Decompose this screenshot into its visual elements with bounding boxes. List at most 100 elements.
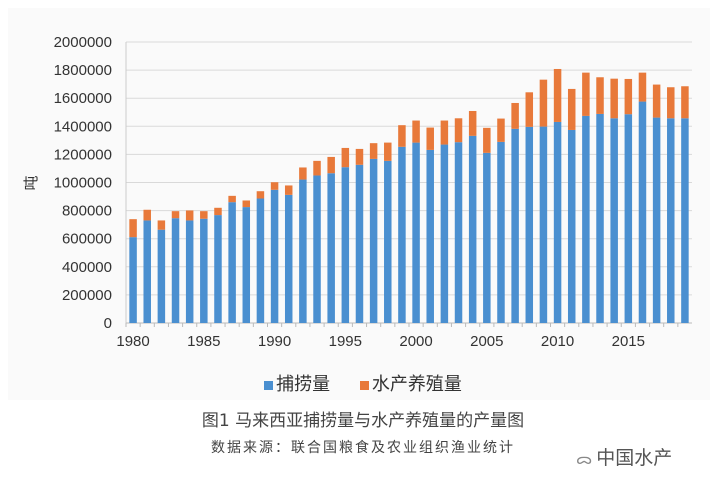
bar-aquaculture xyxy=(299,167,307,180)
bar-capture xyxy=(242,207,251,323)
bar-aquaculture xyxy=(624,78,633,115)
bar-aquaculture xyxy=(369,143,378,159)
bar-aquaculture xyxy=(468,110,477,136)
bar-capture xyxy=(398,146,406,323)
bar-capture xyxy=(200,218,208,323)
bar-capture xyxy=(468,135,477,323)
legend-label-aquaculture: 水产养殖量 xyxy=(371,374,462,395)
bar-capture xyxy=(384,160,392,323)
bar-aquaculture xyxy=(553,68,562,122)
bar-aquaculture xyxy=(652,84,661,118)
x-tick-label: 2000 xyxy=(399,333,432,350)
bar-aquaculture xyxy=(214,207,222,216)
bar-aquaculture xyxy=(256,191,265,199)
bar-capture xyxy=(596,113,604,323)
x-tick-label: 1985 xyxy=(187,333,220,350)
bar-aquaculture xyxy=(440,120,449,145)
x-tick-label: 1980 xyxy=(116,333,149,350)
x-tick-label: 2015 xyxy=(612,333,645,350)
y-tick-label: 1000000 xyxy=(54,175,112,192)
bar-capture xyxy=(638,101,647,324)
bar-capture xyxy=(667,118,675,323)
bar-capture xyxy=(157,229,166,323)
y-tick-label: 1600000 xyxy=(54,90,112,107)
wechat-icon: ᯅ xyxy=(576,450,593,468)
y-tick-label: 800000 xyxy=(62,203,112,220)
bar-capture xyxy=(652,117,661,324)
y-tick-label: 2000000 xyxy=(54,34,112,51)
bar-aquaculture xyxy=(511,102,519,129)
y-tick-label: 200000 xyxy=(62,287,112,304)
x-tick-label: 1995 xyxy=(329,333,362,350)
bar-capture xyxy=(341,167,350,323)
bar-capture xyxy=(228,202,236,323)
bar-capture xyxy=(610,118,618,323)
bar-capture xyxy=(185,220,194,323)
data-source: 数据来源：联合国粮食及农业组织渔业统计 xyxy=(211,440,515,456)
x-tick-label: 1990 xyxy=(258,333,291,350)
bar-aquaculture xyxy=(313,160,321,176)
figure-caption: 图1 马来西亚捕捞量与水产养殖量的产量图 xyxy=(201,411,525,431)
y-tick-label: 400000 xyxy=(62,259,112,276)
bar-aquaculture xyxy=(157,220,166,230)
watermark: ᯅ 中国水产 xyxy=(576,443,672,470)
bar-capture xyxy=(214,215,222,323)
bar-capture xyxy=(299,179,307,323)
bar-capture xyxy=(270,189,279,323)
bar-aquaculture xyxy=(567,88,576,130)
legend-label-capture: 捕捞量 xyxy=(276,374,331,395)
bar-capture xyxy=(355,164,364,323)
bar-aquaculture xyxy=(185,210,194,221)
bar-capture xyxy=(553,121,562,323)
y-tick-label: 1200000 xyxy=(54,146,112,163)
legend-swatch-aquaculture xyxy=(359,380,369,390)
y-tick-label: 1800000 xyxy=(54,62,112,79)
x-tick-label: 2010 xyxy=(541,333,574,350)
bar-capture xyxy=(412,142,420,323)
bar-capture xyxy=(525,126,534,323)
bar-aquaculture xyxy=(454,118,463,143)
bar-capture xyxy=(483,152,491,323)
bar-aquaculture xyxy=(483,127,491,153)
bar-capture xyxy=(539,126,548,324)
bar-capture xyxy=(313,175,321,323)
bar-capture xyxy=(369,158,378,323)
bar-aquaculture xyxy=(284,185,293,195)
bar-capture xyxy=(284,194,293,323)
bar-aquaculture xyxy=(426,127,434,150)
bar-aquaculture xyxy=(242,200,251,208)
y-tick-label: 600000 xyxy=(62,231,112,248)
bar-aquaculture xyxy=(638,72,647,102)
bar-aquaculture xyxy=(384,142,392,161)
bar-aquaculture xyxy=(270,182,279,190)
stacked-bar-chart: 0 200000 400000 600000 800000 1000000 1200000 1… xyxy=(23,34,692,350)
bar-aquaculture xyxy=(200,211,208,219)
bar-aquaculture xyxy=(539,79,548,127)
bar-aquaculture xyxy=(497,118,505,142)
bar-aquaculture xyxy=(610,78,618,119)
bar-capture xyxy=(497,141,505,323)
bar-capture xyxy=(624,114,633,323)
y-tick-label: 1400000 xyxy=(54,118,112,135)
watermark-text: 中国水产 xyxy=(596,447,673,469)
legend-item-capture: 捕捞量 xyxy=(264,374,330,395)
bar-capture xyxy=(129,237,137,323)
bar-capture xyxy=(143,220,151,323)
bar-aquaculture xyxy=(355,148,364,165)
bar-aquaculture xyxy=(327,156,335,174)
bar-aquaculture xyxy=(341,147,350,168)
bar-capture xyxy=(440,144,449,323)
legend-swatch-capture xyxy=(264,380,274,390)
bar-aquaculture xyxy=(143,209,151,221)
bar-aquaculture xyxy=(596,77,604,114)
legend: 捕捞量 水产养殖量 xyxy=(0,370,726,396)
bar-aquaculture xyxy=(129,219,137,238)
bar-aquaculture xyxy=(582,72,590,116)
bar-aquaculture xyxy=(398,125,406,147)
bar-aquaculture xyxy=(681,86,689,119)
bar-aquaculture xyxy=(228,195,236,203)
bar-capture xyxy=(681,118,689,323)
y-tick-label: 0 xyxy=(104,315,112,332)
bar-capture xyxy=(171,218,180,323)
bar-capture xyxy=(327,173,335,323)
